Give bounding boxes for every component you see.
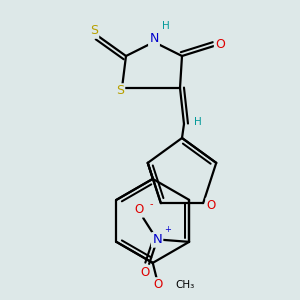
- Text: H: H: [162, 21, 170, 31]
- Text: O: O: [140, 266, 150, 279]
- Text: -: -: [149, 199, 153, 209]
- Text: S: S: [90, 25, 98, 38]
- Text: N: N: [149, 32, 159, 46]
- Text: +: +: [164, 225, 171, 234]
- Text: N: N: [152, 233, 162, 246]
- Text: CH₃: CH₃: [176, 280, 195, 290]
- Text: H: H: [194, 117, 202, 127]
- Text: S: S: [116, 85, 124, 98]
- Text: O: O: [206, 199, 216, 212]
- Text: O: O: [153, 278, 162, 291]
- Text: O: O: [134, 203, 144, 216]
- Text: O: O: [215, 38, 225, 50]
